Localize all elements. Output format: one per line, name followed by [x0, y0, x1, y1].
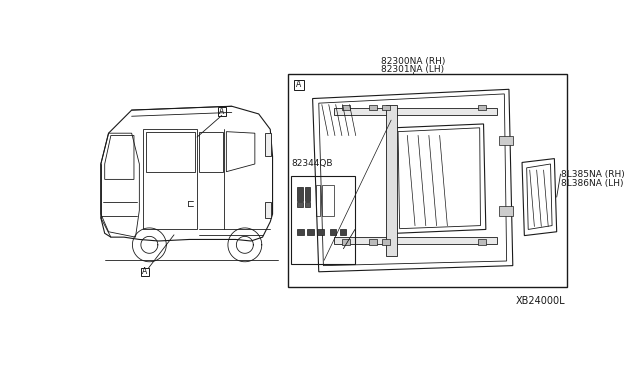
Bar — [342, 105, 349, 110]
Text: A: A — [296, 80, 301, 89]
Bar — [386, 105, 397, 256]
Text: A: A — [219, 107, 225, 116]
Bar — [499, 135, 513, 145]
Bar — [369, 240, 376, 245]
Bar — [307, 230, 314, 235]
Bar — [342, 240, 349, 245]
Bar — [317, 230, 324, 235]
Bar — [265, 133, 271, 156]
Bar — [369, 105, 376, 110]
Text: 8L385NA (RH): 8L385NA (RH) — [561, 170, 624, 179]
Bar — [265, 202, 271, 218]
Text: A: A — [142, 267, 147, 276]
Bar — [322, 185, 334, 216]
Bar — [499, 206, 513, 216]
Bar — [297, 202, 303, 207]
Bar — [334, 237, 497, 244]
Bar — [218, 108, 226, 116]
Bar — [305, 202, 310, 207]
Bar — [288, 74, 566, 287]
Bar — [141, 267, 149, 276]
Bar — [478, 240, 486, 245]
Bar — [382, 240, 390, 245]
Bar — [334, 108, 497, 115]
Bar — [291, 176, 355, 264]
Text: 8L386NA (LH): 8L386NA (LH) — [561, 179, 623, 187]
Bar — [478, 105, 486, 110]
Text: XB24000L: XB24000L — [516, 296, 565, 307]
Text: 82344QB: 82344QB — [291, 159, 333, 168]
Bar — [305, 187, 310, 201]
Bar — [297, 230, 304, 235]
Bar — [316, 185, 319, 216]
Bar — [382, 105, 390, 110]
Bar — [340, 230, 346, 235]
Bar — [330, 230, 337, 235]
Bar — [297, 187, 303, 201]
Bar — [294, 80, 304, 90]
Text: 82301NA (LH): 82301NA (LH) — [381, 65, 444, 74]
Text: 82300NA (RH): 82300NA (RH) — [381, 57, 445, 66]
